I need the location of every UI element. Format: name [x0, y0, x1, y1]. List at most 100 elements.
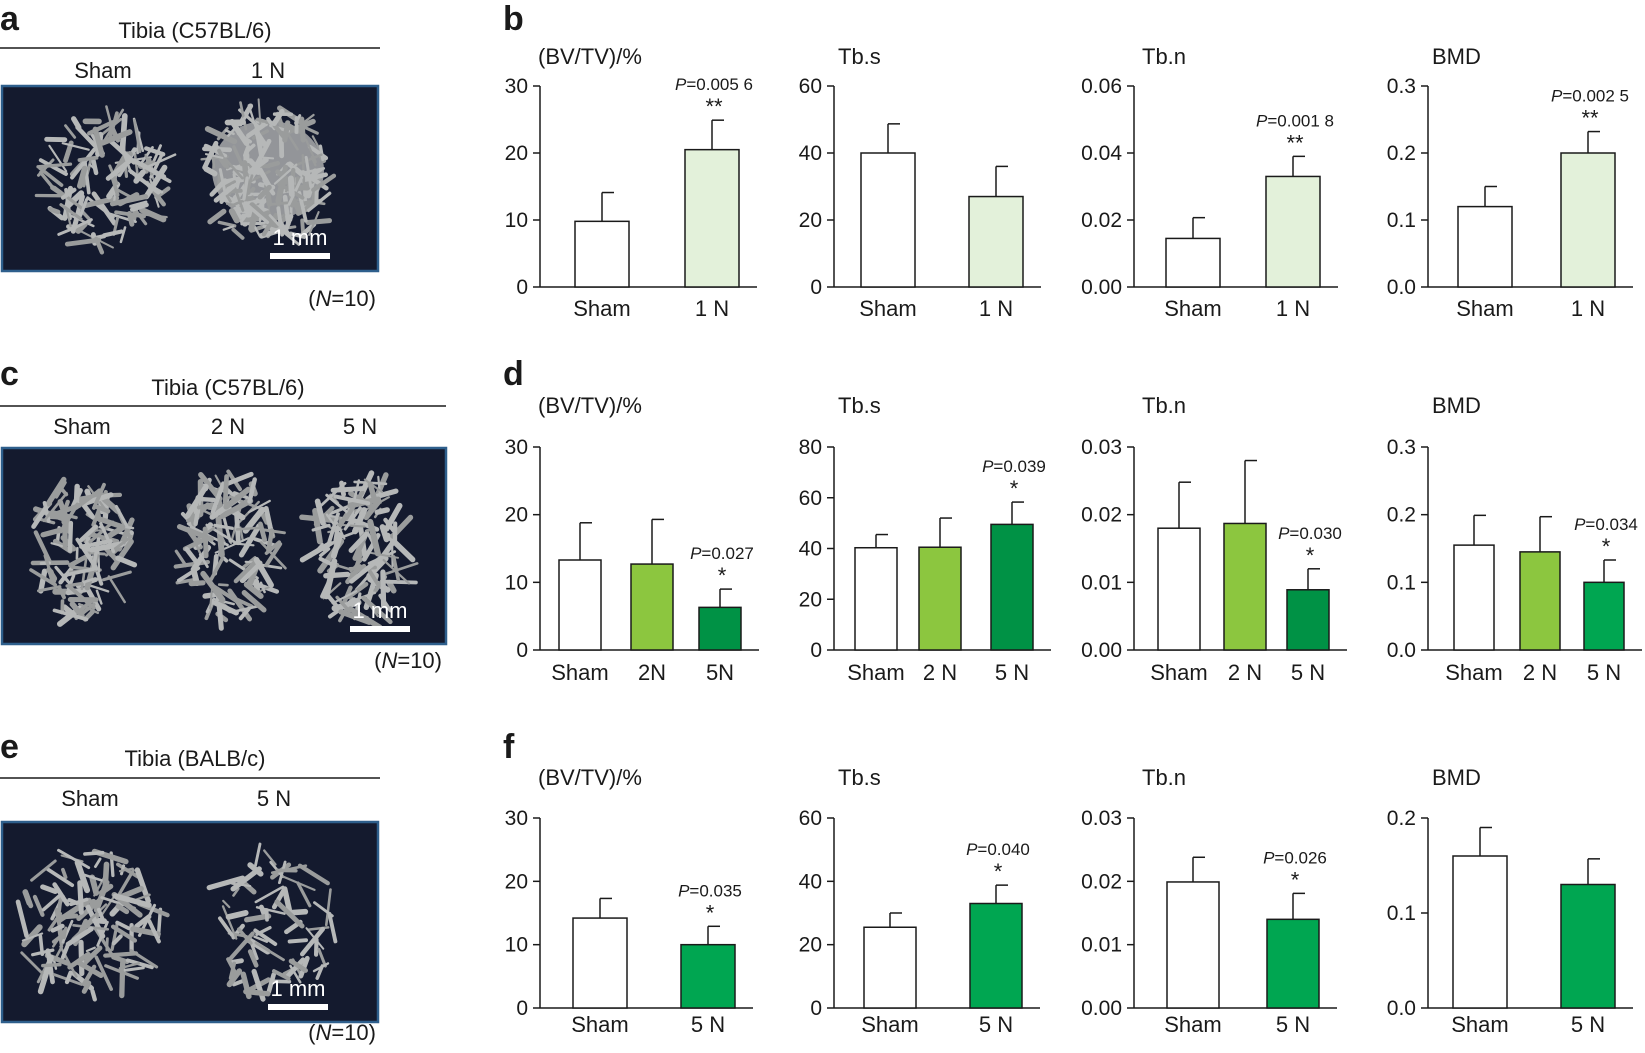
bone-strut: [238, 523, 262, 558]
chart-title: Tb.n: [1142, 765, 1186, 790]
y-tick-label: 0.06: [1081, 75, 1122, 98]
bone-strut: [223, 486, 252, 510]
y-tick-label: 10: [505, 209, 528, 232]
bone-strut: [30, 859, 57, 882]
significance-stars: *: [1306, 543, 1315, 568]
bone-strut: [277, 860, 287, 885]
bone-strut: [88, 520, 115, 544]
bone-strut: [79, 539, 113, 549]
y-tick-label: 0.01: [1081, 934, 1122, 957]
y-tick-label: 0.01: [1081, 571, 1122, 594]
sample-size-prefix: (: [308, 1020, 316, 1045]
bone-strut: [114, 505, 129, 528]
bone-strut: [77, 880, 84, 915]
bone-strut: [217, 220, 237, 228]
bone-strut: [247, 499, 271, 514]
bar: [1166, 881, 1220, 1009]
p-value-number: =0.027: [701, 544, 753, 563]
bone-strut: [119, 885, 144, 900]
bone-strut: [330, 532, 343, 559]
bone-strut: [91, 158, 99, 176]
bone-strut: [52, 608, 89, 622]
chart-title: Tb.n: [1142, 44, 1186, 69]
bone-strut: [307, 926, 330, 931]
x-category-label: 2 N: [923, 660, 957, 685]
sample-size-suffix: =10): [331, 1020, 376, 1045]
bone-strut: [312, 962, 330, 973]
p-value-symbol: P: [966, 840, 978, 859]
bone-strut: [231, 227, 245, 240]
group-label: 1 N: [251, 58, 285, 83]
bone-strut: [210, 481, 226, 515]
bone-strut: [111, 954, 130, 965]
bone-strut: [57, 928, 64, 946]
p-value-number: =0.001 8: [1267, 111, 1334, 130]
p-value: P=0.030: [1278, 524, 1342, 543]
sample-size: (N=10): [308, 1020, 376, 1045]
y-tick-label: 0.0: [1387, 639, 1416, 662]
p-value-number: =0.030: [1289, 524, 1341, 543]
bone-strut: [20, 951, 44, 975]
bone-strut: [253, 935, 269, 943]
bar: [1457, 205, 1513, 288]
bone-strut: [45, 867, 75, 888]
sample-size-n: N: [381, 648, 397, 673]
bone-strut: [57, 586, 66, 600]
bone-strut: [236, 131, 253, 144]
x-category-label: Sham: [1451, 1012, 1508, 1037]
bone-strut: [70, 147, 97, 180]
p-value-symbol: P: [982, 457, 994, 476]
bone-strut: [64, 970, 73, 985]
bone-strut: [128, 168, 161, 195]
y-tick-label: 0.04: [1081, 142, 1122, 165]
scale-bar-label: 1 mm: [273, 225, 328, 250]
bar-chart-b-2: Tb.s 0 20 40 60 Sham 1 N: [799, 44, 1041, 321]
bone-strut: [367, 518, 381, 557]
x-category-label: Sham: [861, 1012, 918, 1037]
bar: [558, 559, 602, 651]
p-value: P=0.005 6: [675, 75, 753, 94]
y-tick-label: 10: [505, 571, 528, 594]
bone-strut: [32, 894, 45, 917]
y-tick-label: 60: [799, 487, 822, 510]
bone-strut: [239, 560, 263, 584]
panel-title: Tibia (C57BL/6): [118, 18, 271, 43]
bone-strut: [61, 867, 68, 880]
bone-strut: [327, 512, 340, 545]
bone-strut: [275, 184, 285, 204]
p-value-symbol: P: [690, 544, 702, 563]
significance-stars: *: [1010, 476, 1019, 501]
bone-strut: [244, 913, 272, 923]
bone-strut: [196, 502, 215, 510]
y-tick-label: 0: [516, 997, 528, 1020]
bone-strut: [65, 207, 72, 228]
y-tick-label: 0: [516, 639, 528, 662]
x-category-label: Sham: [1150, 660, 1207, 685]
bone-strut: [98, 883, 114, 896]
panel-title: Tibia (BALB/c): [124, 746, 265, 771]
bone-strut: [267, 160, 281, 168]
bone-strut: [276, 206, 285, 237]
chart-title: (BV/TV)/%: [538, 765, 642, 790]
significance-stars: **: [705, 94, 723, 119]
bone-strut: [217, 916, 234, 937]
bar: [1157, 527, 1201, 651]
y-tick-label: 0.2: [1387, 142, 1416, 165]
bone-strut: [58, 502, 80, 534]
bar-chart-f-4: BMD 0.0 0.1 0.2 Sham 5 N: [1387, 765, 1633, 1037]
bone-strut: [254, 126, 264, 158]
p-value: P=0.035: [678, 881, 742, 900]
x-category-label: Sham: [847, 660, 904, 685]
bone-strut: [174, 549, 188, 568]
sample-size-suffix: =10): [331, 286, 376, 311]
bone-strut: [374, 488, 399, 500]
bone-strut: [319, 547, 331, 558]
bone-strut: [94, 515, 126, 530]
bone-strut: [391, 542, 394, 568]
y-tick-label: 0.3: [1387, 436, 1416, 459]
bone-strut: [87, 531, 120, 544]
bone-strut: [99, 129, 133, 146]
bone-strut: [271, 108, 285, 127]
bone-strut: [83, 850, 105, 856]
